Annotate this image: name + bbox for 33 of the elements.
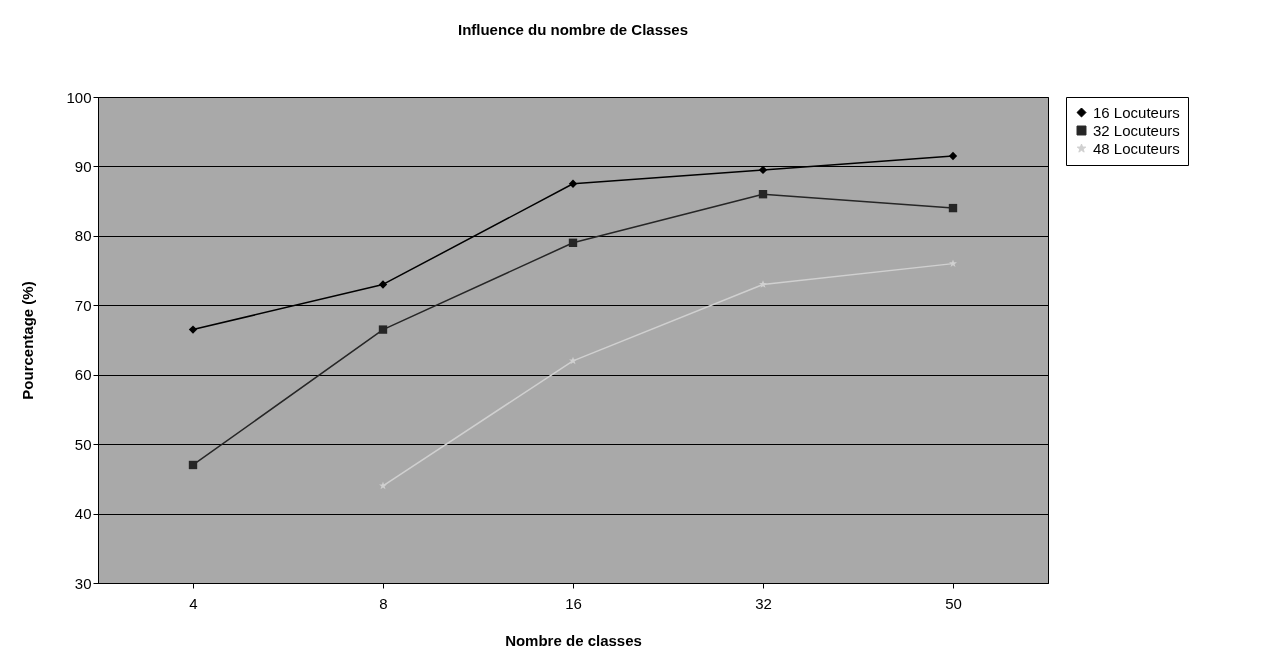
x-tick-label: 32 <box>755 594 772 612</box>
y-tick-label: 60 <box>74 366 92 384</box>
y-tick-label: 100 <box>66 88 92 106</box>
y-tick-label: 50 <box>74 435 92 453</box>
y-axis-title: Pourcentage (%) <box>19 281 37 400</box>
point <box>949 259 957 268</box>
legend-label: 32 Locuteurs <box>1093 121 1180 139</box>
legend-label: 48 Locuteurs <box>1093 139 1180 157</box>
x-tick-label: 16 <box>565 594 582 612</box>
y-tick-label: 40 <box>74 505 92 523</box>
point <box>568 238 578 247</box>
legend-label: 16 Locuteurs <box>1093 103 1180 121</box>
point <box>569 356 577 365</box>
y-tick-label: 90 <box>74 157 92 175</box>
y-tick-label: 70 <box>74 296 92 314</box>
y-tick-label: 80 <box>74 227 92 245</box>
point <box>379 481 387 490</box>
point <box>188 460 198 470</box>
x-tick-label: 4 <box>189 594 198 612</box>
y-tick-label: 30 <box>74 574 92 592</box>
x-tick-label: 8 <box>379 594 388 612</box>
point <box>568 179 578 188</box>
x-tick-label: 50 <box>945 594 962 612</box>
point <box>378 280 388 289</box>
chart-title: Influence du nombre de Classes <box>457 21 689 38</box>
point <box>378 325 388 334</box>
point <box>948 151 958 161</box>
point <box>758 165 768 175</box>
point <box>188 325 198 334</box>
point <box>759 280 767 288</box>
point <box>948 203 958 213</box>
point <box>758 190 768 199</box>
x-axis-title: Nombre de classes <box>505 631 642 649</box>
